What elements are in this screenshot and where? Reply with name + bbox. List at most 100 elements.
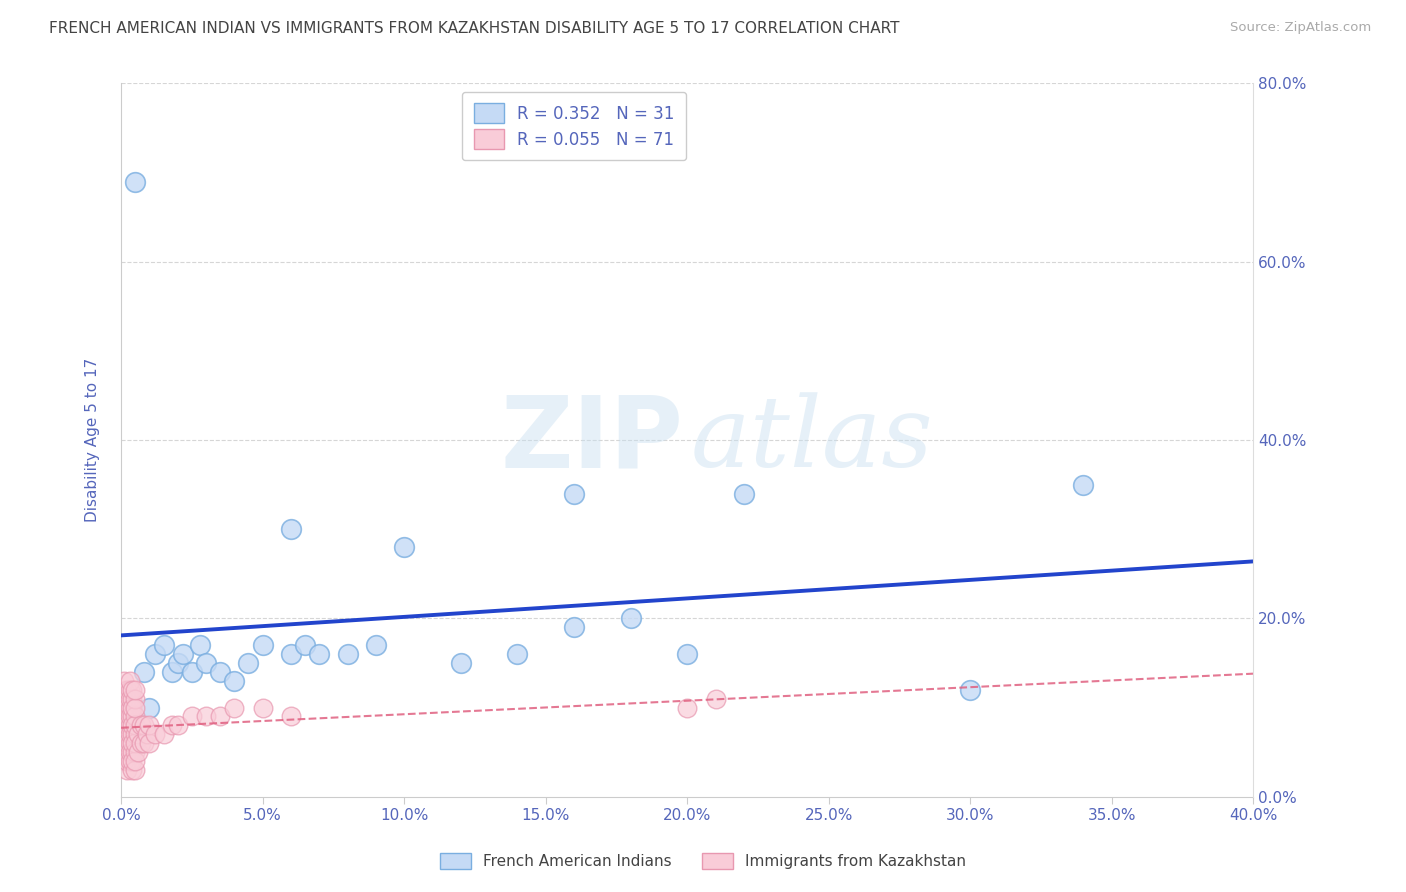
Point [160, 665, 183, 679]
Point [112, 709, 135, 723]
Point [124, 691, 146, 706]
Point [238, 656, 260, 670]
Point [115, 700, 138, 714]
Point [132, 665, 155, 679]
Point [180, 709, 202, 723]
Point [124, 754, 146, 768]
Point [620, 611, 643, 625]
Point [112, 718, 135, 732]
Point [121, 700, 143, 714]
Point [506, 647, 529, 661]
Point [195, 656, 218, 670]
Point [129, 718, 152, 732]
Point [180, 665, 202, 679]
Point [160, 718, 183, 732]
Point [115, 736, 138, 750]
Text: atlas: atlas [690, 392, 934, 488]
Point [450, 656, 472, 670]
Point [112, 700, 135, 714]
Point [190, 638, 212, 652]
Point [135, 727, 157, 741]
Point [124, 700, 146, 714]
Point [115, 709, 138, 723]
Point [121, 754, 143, 768]
Point [112, 736, 135, 750]
Point [676, 647, 699, 661]
Point [129, 736, 152, 750]
Point [118, 754, 141, 768]
Point [121, 718, 143, 732]
Point [143, 727, 166, 741]
Point [224, 700, 246, 714]
Point [124, 727, 146, 741]
Point [115, 727, 138, 741]
Point [294, 638, 316, 652]
Point [124, 174, 146, 188]
Point [112, 691, 135, 706]
Point [280, 522, 302, 536]
Point [118, 709, 141, 723]
Point [124, 709, 146, 723]
Point [143, 647, 166, 661]
Point [121, 709, 143, 723]
Point [115, 682, 138, 697]
Point [392, 540, 415, 554]
Point [195, 709, 218, 723]
Point [562, 620, 585, 634]
Point [118, 691, 141, 706]
Point [166, 656, 188, 670]
Point [115, 745, 138, 759]
Point [118, 682, 141, 697]
Point [280, 647, 302, 661]
Point [166, 718, 188, 732]
Point [138, 736, 160, 750]
Point [118, 727, 141, 741]
Point [112, 682, 135, 697]
Point [224, 673, 246, 688]
Point [124, 736, 146, 750]
Text: FRENCH AMERICAN INDIAN VS IMMIGRANTS FROM KAZAKHSTAN DISABILITY AGE 5 TO 17 CORR: FRENCH AMERICAN INDIAN VS IMMIGRANTS FRO… [49, 21, 900, 36]
Point [152, 727, 174, 741]
Point [364, 638, 387, 652]
Text: ZIP: ZIP [501, 392, 683, 489]
Point [152, 638, 174, 652]
Point [209, 709, 232, 723]
Point [132, 736, 155, 750]
Point [115, 691, 138, 706]
Point [121, 736, 143, 750]
Point [121, 763, 143, 777]
Point [280, 709, 302, 723]
Point [959, 682, 981, 697]
Point [172, 647, 194, 661]
Point [209, 665, 232, 679]
Point [252, 638, 274, 652]
Y-axis label: Disability Age 5 to 17: Disability Age 5 to 17 [86, 358, 100, 522]
Point [115, 754, 138, 768]
Point [118, 736, 141, 750]
Point [138, 718, 160, 732]
Point [112, 727, 135, 741]
Point [115, 763, 138, 777]
Point [124, 763, 146, 777]
Point [1073, 477, 1095, 491]
Point [127, 745, 149, 759]
Point [733, 486, 755, 500]
Point [124, 682, 146, 697]
Point [121, 682, 143, 697]
Point [118, 700, 141, 714]
Point [118, 673, 141, 688]
Legend: R = 0.352   N = 31, R = 0.055   N = 71: R = 0.352 N = 31, R = 0.055 N = 71 [463, 92, 686, 161]
Point [112, 673, 135, 688]
Point [562, 486, 585, 500]
Point [118, 745, 141, 759]
Point [121, 727, 143, 741]
Legend: French American Indians, Immigrants from Kazakhstan: French American Indians, Immigrants from… [434, 847, 972, 875]
Point [676, 700, 699, 714]
Point [121, 691, 143, 706]
Point [112, 754, 135, 768]
Point [112, 745, 135, 759]
Point [124, 718, 146, 732]
Point [115, 718, 138, 732]
Point [127, 727, 149, 741]
Point [252, 700, 274, 714]
